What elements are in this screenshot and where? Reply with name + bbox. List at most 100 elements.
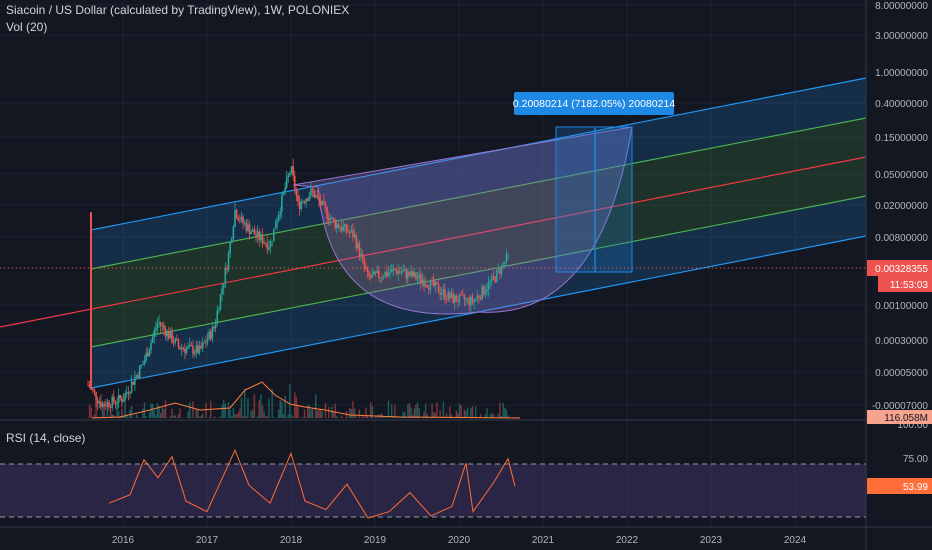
- price-tick-label: 0.00030000: [875, 336, 928, 347]
- volume-bar: [156, 403, 159, 418]
- volume-bar: [348, 408, 351, 418]
- candle-body: [184, 348, 186, 353]
- candle-body: [172, 342, 175, 344]
- candle-body: [192, 345, 194, 355]
- volume-bar: [127, 417, 130, 418]
- volume-bar: [179, 408, 181, 418]
- volume-bar: [122, 416, 125, 418]
- volume-bar: [279, 400, 281, 418]
- candle-body: [263, 242, 265, 244]
- volume-bar: [169, 415, 172, 418]
- candle-body: [444, 289, 446, 300]
- volume-bar: [484, 413, 487, 418]
- candle-body: [138, 366, 141, 378]
- candle-body: [390, 269, 393, 273]
- candle-body: [316, 195, 319, 197]
- candle-body: [465, 299, 467, 301]
- candle-body: [461, 294, 464, 296]
- volume-bar: [124, 400, 126, 418]
- candle-body: [387, 272, 390, 276]
- candle-body: [113, 396, 115, 402]
- volume-bar: [224, 403, 227, 418]
- candle-body: [345, 224, 348, 232]
- volume-bar: [457, 412, 459, 418]
- candle-body: [302, 201, 304, 203]
- volume-bar: [177, 413, 180, 418]
- volume-bar: [271, 388, 273, 418]
- volume-bar: [113, 415, 115, 418]
- candle-body: [376, 270, 378, 273]
- candle-body: [93, 389, 96, 393]
- candle-body: [400, 272, 403, 274]
- volume-bar: [442, 401, 445, 418]
- volume-bar: [289, 384, 291, 418]
- volume-bar: [353, 408, 356, 418]
- candle-body: [145, 353, 147, 361]
- price-tick-label: 0.40000000: [875, 99, 928, 110]
- candle-body: [455, 295, 458, 302]
- measure-label: 0.20080214 (7182.05%) 20080214: [513, 92, 675, 115]
- candle-body: [482, 286, 485, 295]
- candle-body: [500, 264, 503, 274]
- volume-bar: [500, 415, 503, 418]
- volume-bar: [260, 394, 262, 418]
- volume-bar: [95, 401, 97, 418]
- volume-bar: [319, 409, 322, 418]
- candle-body: [188, 344, 191, 347]
- volume-badge: [867, 410, 932, 424]
- time-tick-label: 2020: [448, 535, 471, 546]
- candle-body: [337, 223, 340, 228]
- price-tick-label: 0.00100000: [875, 301, 928, 312]
- rsi-tick-label: 75.00: [903, 454, 928, 465]
- candle-body: [187, 346, 189, 348]
- volume-bar: [158, 406, 160, 418]
- channel-line: [90, 195, 867, 348]
- candle-body: [134, 377, 136, 385]
- candle-body: [116, 402, 118, 404]
- candle-body: [458, 294, 461, 303]
- volume-bar: [355, 416, 357, 418]
- volume-bar: [150, 403, 152, 418]
- candle-body: [127, 392, 130, 394]
- volume-bar: [155, 415, 157, 418]
- volume-bar: [402, 411, 404, 418]
- candle-body: [121, 398, 123, 403]
- volume-bar: [504, 407, 506, 418]
- volume-bar: [239, 408, 241, 418]
- candle-body: [289, 173, 291, 176]
- last-price-badge: [867, 260, 932, 276]
- rsi-value-badge: [867, 478, 932, 494]
- candle-body: [344, 224, 346, 227]
- volume-indicator-label: Vol (20): [6, 20, 48, 34]
- volume-bar: [292, 416, 294, 418]
- candle-body: [418, 274, 420, 278]
- volume-bar: [403, 411, 406, 418]
- candle-body: [132, 381, 135, 385]
- candle-body: [230, 238, 233, 243]
- candle-body: [432, 280, 435, 286]
- candle-body: [395, 270, 398, 274]
- candle-body: [466, 298, 469, 300]
- candle-body: [166, 330, 168, 337]
- volume-bar: [310, 409, 312, 418]
- candle-body: [185, 347, 188, 353]
- candle-body: [222, 283, 225, 289]
- volume-bar: [227, 401, 230, 418]
- candle-body: [489, 280, 492, 282]
- candle-body: [239, 220, 241, 222]
- candle-body: [352, 230, 354, 238]
- candle-body: [290, 166, 293, 174]
- candle-body: [491, 275, 493, 281]
- candle-body: [269, 241, 272, 248]
- volume-bar: [205, 402, 207, 418]
- volume-bar: [268, 398, 270, 418]
- candle-body: [211, 326, 214, 339]
- candle-body: [348, 232, 351, 234]
- candle-body: [355, 234, 357, 248]
- volume-bar: [382, 417, 385, 418]
- candle-body: [159, 322, 162, 326]
- candle-body: [436, 282, 438, 285]
- time-tick-label: 2017: [196, 535, 219, 546]
